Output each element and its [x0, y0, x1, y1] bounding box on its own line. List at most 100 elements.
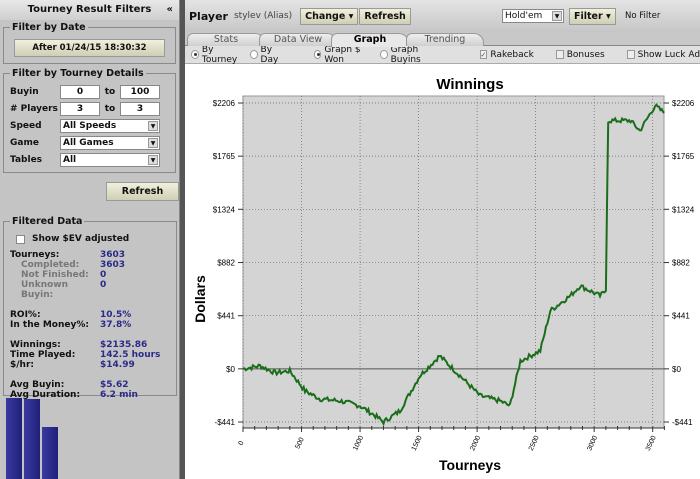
filter-button[interactable]: Filter ▾: [569, 8, 616, 25]
date-filter: Filter by Date After 01/24/15 18:30:32: [3, 22, 176, 64]
x-tick-label: 3000: [586, 435, 599, 452]
game-select[interactable]: All Games ▼: [60, 135, 160, 150]
stat-label: Time Played:: [10, 350, 76, 360]
stat-label: Unknown Buyin:: [21, 280, 69, 300]
y-tick-label: $441: [217, 312, 235, 321]
tables-select[interactable]: All ▼: [60, 152, 160, 167]
x-tick-label: 2500: [528, 435, 541, 452]
ev-checkbox[interactable]: [16, 234, 25, 244]
date-button[interactable]: After 01/24/15 18:30:32: [14, 39, 165, 57]
refresh-button[interactable]: Refresh: [106, 182, 179, 201]
y-tick-label: $1765: [213, 152, 236, 161]
x-tick-label: 500: [295, 437, 306, 451]
speed-select[interactable]: All Speeds ▼: [60, 118, 160, 133]
luck-checkbox[interactable]: [626, 50, 635, 59]
toolbar: Player stylev (Alias) Change ▾ Refresh H…: [185, 0, 700, 32]
sidebar-header: Tourney Result Filters «: [0, 0, 179, 20]
game-label: Game: [10, 137, 39, 148]
y-tick-label: $441: [672, 312, 690, 321]
y-tick-label: $0: [672, 365, 681, 374]
by-day-label: By Day: [260, 44, 279, 65]
x-tick-label: 0: [238, 440, 246, 447]
stat-label: Avg Duration:: [10, 390, 81, 400]
player-label: Player: [189, 9, 228, 23]
player-name: stylev (Alias): [233, 11, 293, 21]
stat-value: 10.5%: [100, 310, 132, 320]
tab-stats[interactable]: Stats: [187, 33, 265, 46]
game-value: All Games: [63, 137, 114, 148]
stat-label: ROI%:: [10, 310, 41, 320]
details-legend: Filter by Tourney Details: [12, 68, 144, 79]
to-label: to: [104, 103, 116, 114]
y-tick-label: $2206: [213, 99, 236, 108]
y-tick-label: -$441: [672, 418, 693, 427]
game-type-select[interactable]: Hold'em ▼: [502, 9, 564, 23]
chevron-down-icon[interactable]: ▼: [148, 137, 158, 148]
bar-chart-thumbnail: [6, 398, 176, 479]
bonuses-label: Bonuses: [566, 49, 605, 60]
graph-options: By Tourney By Day Graph $ Won Graph Buyi…: [185, 44, 700, 65]
x-tick-label: 1500: [411, 435, 424, 452]
graph-buyins-radio[interactable]: [379, 50, 388, 59]
tables-value: All: [63, 154, 77, 165]
rakeback-checkbox[interactable]: ✓: [479, 50, 488, 59]
chevron-down-icon[interactable]: ▼: [148, 120, 158, 131]
game-type-value: Hold'em: [505, 11, 543, 21]
x-tick-label: 2000: [469, 435, 482, 452]
stat-value: $14.99: [100, 360, 135, 370]
y-tick-label: $882: [217, 259, 235, 268]
filter-label: Filter: [574, 11, 603, 22]
rakeback-label: Rakeback: [490, 49, 534, 60]
stat-value: 0: [100, 270, 107, 280]
buyin-label: Buyin: [10, 86, 39, 97]
players-from-input[interactable]: 3: [60, 101, 100, 116]
y-tick-label: $1324: [213, 205, 236, 214]
players-label: # Players: [10, 103, 58, 114]
y-tick-label: $1765: [672, 152, 695, 161]
tab-trending[interactable]: Trending: [406, 33, 484, 46]
players-to-input[interactable]: 3: [120, 101, 160, 116]
stat-value: $5.62: [100, 380, 129, 390]
graph-won-radio[interactable]: [313, 50, 322, 59]
luck-label: Show Luck Ad: [637, 49, 700, 60]
y-tick-label: $0: [226, 365, 235, 374]
change-button[interactable]: Change ▾: [300, 7, 359, 25]
y-axis-label: Dollars: [192, 275, 208, 323]
filtered-legend: Filtered Data: [12, 216, 83, 227]
filters-sidebar: Tourney Result Filters « Filter by Date A…: [0, 0, 180, 479]
tab-bar: Stats Data View Graph Trending: [185, 32, 700, 47]
winnings-line: [242, 103, 665, 427]
winnings-chart: Winnings Tourneys Dollars -$441 -$441 $0 $0…: [192, 76, 695, 473]
by-day-radio[interactable]: [249, 50, 258, 59]
sidebar-title: Tourney Result Filters: [27, 4, 152, 15]
y-tick-label: $882: [672, 259, 690, 268]
ev-label: Show $EV adjusted: [32, 234, 130, 244]
main-panel: Player stylev (Alias) Change ▾ Refresh H…: [185, 0, 700, 479]
y-tick-label: -$441: [215, 418, 236, 427]
bonuses-checkbox[interactable]: [555, 50, 564, 59]
details-filter: Filter by Tourney Details Buyin 0 to 100 # …: [3, 68, 176, 173]
tab-graph[interactable]: Graph: [331, 33, 409, 47]
sidebar-divider[interactable]: [180, 0, 185, 479]
buyin-to-input[interactable]: 100: [120, 84, 160, 99]
stat-label: Avg Buyin:: [10, 380, 65, 390]
x-tick-label: 1000: [352, 435, 365, 452]
x-tick-label: 3500: [645, 435, 658, 452]
stat-value: 142.5 hours: [100, 350, 161, 360]
refresh-button[interactable]: Refresh: [359, 7, 411, 25]
chevron-down-icon[interactable]: ▼: [148, 154, 158, 165]
speed-value: All Speeds: [63, 120, 117, 131]
chevron-down-icon[interactable]: ▼: [552, 11, 562, 21]
by-tourney-radio[interactable]: [191, 50, 199, 59]
stat-value: 37.8%: [100, 320, 132, 330]
buyin-from-input[interactable]: 0: [60, 84, 100, 99]
bar: [24, 399, 40, 479]
graph-buyins-label: Graph Buyins: [390, 44, 421, 65]
by-tourney-label: By Tourney: [201, 44, 238, 65]
stat-label: Not Finished:: [21, 270, 89, 280]
stat-label: In the Money%:: [10, 320, 89, 330]
collapse-icon[interactable]: «: [166, 4, 173, 15]
to-label: to: [104, 86, 116, 97]
bar: [6, 398, 22, 479]
tab-data-view[interactable]: Data View: [259, 33, 337, 46]
